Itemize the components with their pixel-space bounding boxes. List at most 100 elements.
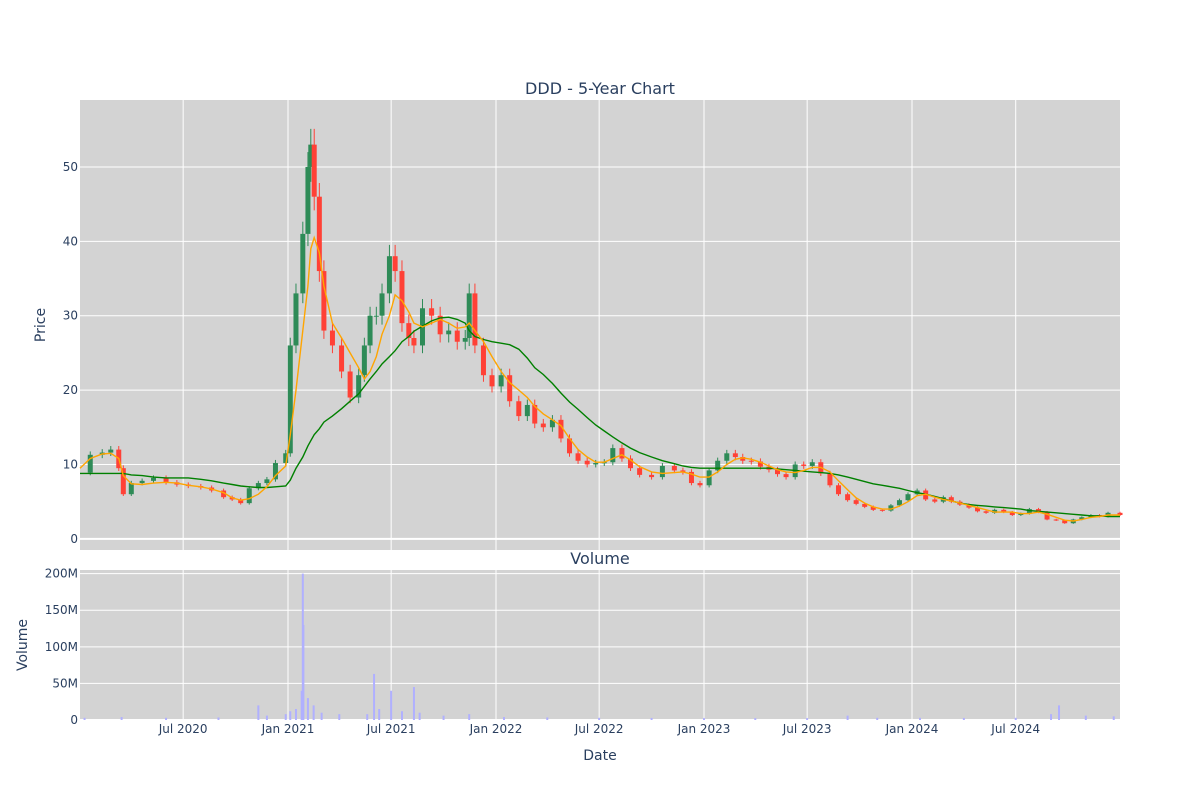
volume-y-tick-label: 0 <box>70 713 78 727</box>
candle-body <box>627 458 633 469</box>
candle-body <box>361 345 367 376</box>
candle-body <box>923 490 929 500</box>
candle-body <box>108 449 114 453</box>
candle-body <box>975 507 981 512</box>
candle-body <box>311 144 317 197</box>
volume-bar <box>294 709 297 720</box>
candle-body <box>287 345 293 454</box>
volume-bar <box>373 673 376 720</box>
candle-body <box>462 338 468 342</box>
ma-long-line <box>80 316 1120 518</box>
volume-bar <box>876 717 879 720</box>
candle-body <box>283 453 289 463</box>
volume-bar <box>442 715 445 720</box>
volume-bar <box>418 712 421 720</box>
candle-body <box>347 371 353 398</box>
candle-body <box>549 419 555 428</box>
volume-bar <box>165 717 168 720</box>
candle-body <box>437 315 443 335</box>
candle-body <box>1062 520 1068 524</box>
volume-bar <box>1014 717 1017 720</box>
volume-bar <box>703 718 705 720</box>
candle-body <box>316 196 322 272</box>
x-tick-label: Jan 2022 <box>469 722 523 736</box>
candle-body <box>466 293 472 339</box>
candle-body <box>128 483 134 495</box>
candle-body <box>783 474 789 478</box>
candle-body <box>238 499 244 504</box>
price-y-tick-label: 20 <box>63 383 78 397</box>
price-y-axis-title: Price <box>33 308 49 342</box>
ma-short-line <box>79 235 1120 522</box>
volume-bar <box>217 717 220 720</box>
candle-body <box>386 256 392 294</box>
volume-bar <box>468 714 471 720</box>
volume-bar <box>338 714 341 720</box>
candle-body <box>87 454 93 473</box>
candle-body <box>827 473 833 486</box>
price-y-tick-label: 0 <box>70 532 78 546</box>
candle-body <box>367 315 373 346</box>
volume-bar <box>257 705 260 720</box>
volume-bar <box>1084 715 1087 720</box>
candle-body <box>983 511 989 513</box>
candle-body <box>399 271 405 324</box>
volume-bars <box>83 573 1115 720</box>
candle-body <box>406 323 412 339</box>
candle-body <box>845 494 851 501</box>
volume-bar <box>918 717 921 720</box>
candle-body <box>853 500 859 504</box>
volume-bar <box>754 718 757 720</box>
candle-body <box>246 488 252 504</box>
candle-body <box>775 469 781 475</box>
candle-body <box>339 345 345 372</box>
grid-lines: 0 10 20 30 40 50 0 50M 100M 150M 200M Jul 2020 Jan 2… <box>45 100 1120 736</box>
candle-body <box>992 509 998 513</box>
x-tick-label: Jul 2024 <box>990 722 1040 736</box>
volume-y-tick-label: 100M <box>45 640 78 654</box>
volume-bar <box>120 717 123 720</box>
price-y-tick-label: 40 <box>63 234 78 248</box>
candle-body <box>472 293 478 346</box>
candle-body <box>329 330 335 346</box>
price-y-tick-label: 50 <box>63 160 78 174</box>
volume-bar <box>546 717 549 720</box>
candle-body <box>498 375 504 387</box>
candle-body <box>524 404 530 417</box>
candle-body <box>862 503 868 507</box>
volume-bar <box>806 718 809 720</box>
candle-body <box>948 497 954 502</box>
candle-body <box>740 457 746 461</box>
volume-bar <box>1058 705 1061 720</box>
candle-body <box>715 460 721 471</box>
volume-bar <box>302 624 305 720</box>
candle-body <box>321 271 327 331</box>
candle-body <box>255 483 261 489</box>
candle-body <box>489 375 495 387</box>
x-tick-label: Jul 2023 <box>782 722 832 736</box>
volume-bar <box>312 705 315 720</box>
candle-body <box>221 490 227 498</box>
candle-body <box>671 465 677 471</box>
candle-body <box>593 462 599 465</box>
candle-body <box>454 330 460 342</box>
candle-body <box>1044 512 1050 520</box>
volume-bar <box>83 717 86 720</box>
candle-body <box>809 462 815 466</box>
volume-bar <box>300 690 303 720</box>
candle-body <box>1001 509 1007 513</box>
candle-body <box>1036 509 1042 513</box>
x-tick-label: Jan 2024 <box>885 722 939 736</box>
volume-y-tick-label: 150M <box>45 603 78 617</box>
volume-bar <box>1112 716 1115 720</box>
candle-body <box>567 438 573 454</box>
candle-body <box>356 375 362 398</box>
candle-body <box>300 233 306 294</box>
volume-bar <box>962 717 965 720</box>
price-y-tick-label: 30 <box>63 309 78 323</box>
candle-body <box>724 453 730 461</box>
candle-body <box>1117 512 1123 516</box>
candle-body <box>697 483 703 486</box>
candle-body <box>610 448 616 463</box>
